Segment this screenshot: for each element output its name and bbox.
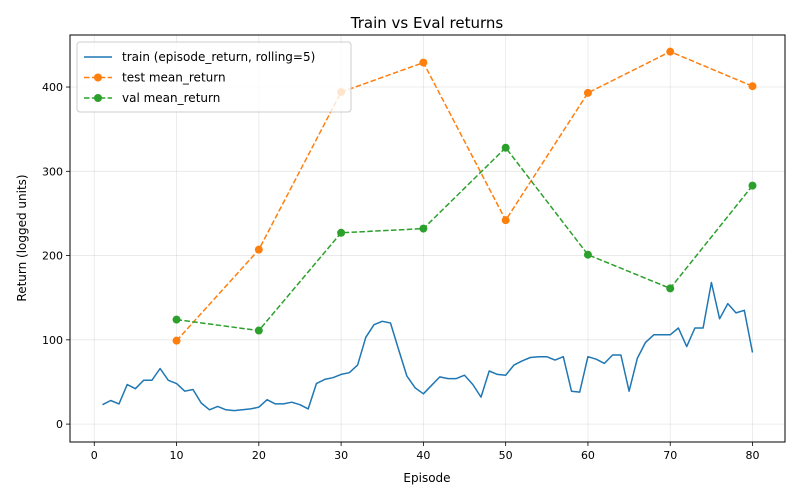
- series-line-1: [176, 50, 753, 342]
- x-tick-label: 20: [252, 449, 266, 462]
- data-point: [254, 326, 263, 335]
- data-point: [748, 181, 757, 190]
- data-point: [419, 58, 428, 67]
- series-layer: [102, 47, 757, 412]
- data-point: [666, 47, 675, 56]
- data-point: [419, 224, 428, 233]
- data-point: [254, 245, 263, 254]
- legend: train (episode_return, rolling=5) test me…: [76, 41, 352, 113]
- legend-label: test mean_return: [122, 71, 226, 85]
- x-tick-label: 10: [170, 449, 184, 462]
- y-tick-label: 400: [42, 81, 63, 94]
- data-point: [337, 228, 346, 237]
- x-tick-label: 50: [499, 449, 513, 462]
- grid: [70, 35, 785, 442]
- data-point: [172, 315, 181, 324]
- y-tick-label: 0: [56, 418, 63, 431]
- legend-label: train (episode_return, rolling=5): [122, 50, 315, 64]
- data-point: [583, 250, 592, 259]
- x-axis: 0 10 20 30 40 50 60 70 80: [91, 442, 760, 462]
- x-tick-label: 40: [416, 449, 430, 462]
- chart-title: Train vs Eval returns: [350, 14, 504, 32]
- y-axis-label: Return (logged units): [15, 174, 29, 301]
- y-tick-label: 100: [42, 334, 63, 347]
- series-line-0: [102, 281, 754, 412]
- data-point: [501, 143, 510, 152]
- legend-marker: [94, 73, 102, 82]
- y-axis: 0 100 200 300 400: [42, 81, 70, 431]
- legend-marker: [94, 94, 102, 102]
- series-line-2: [176, 146, 754, 332]
- legend-box: [76, 41, 352, 113]
- data-point: [172, 336, 181, 345]
- x-axis-label: Episode: [403, 471, 450, 485]
- plot-frame: [69, 34, 786, 443]
- x-tick-label: 60: [581, 449, 595, 462]
- x-tick-label: 0: [91, 449, 98, 462]
- y-tick-label: 200: [42, 250, 63, 263]
- data-point: [501, 216, 510, 225]
- x-tick-label: 80: [746, 449, 760, 462]
- data-point: [583, 88, 592, 97]
- legend-label: val mean_return: [122, 91, 220, 105]
- data-point: [748, 82, 757, 91]
- y-tick-label: 300: [42, 165, 63, 178]
- data-point: [666, 284, 675, 293]
- x-tick-label: 30: [334, 449, 348, 462]
- x-tick-label: 70: [663, 449, 677, 462]
